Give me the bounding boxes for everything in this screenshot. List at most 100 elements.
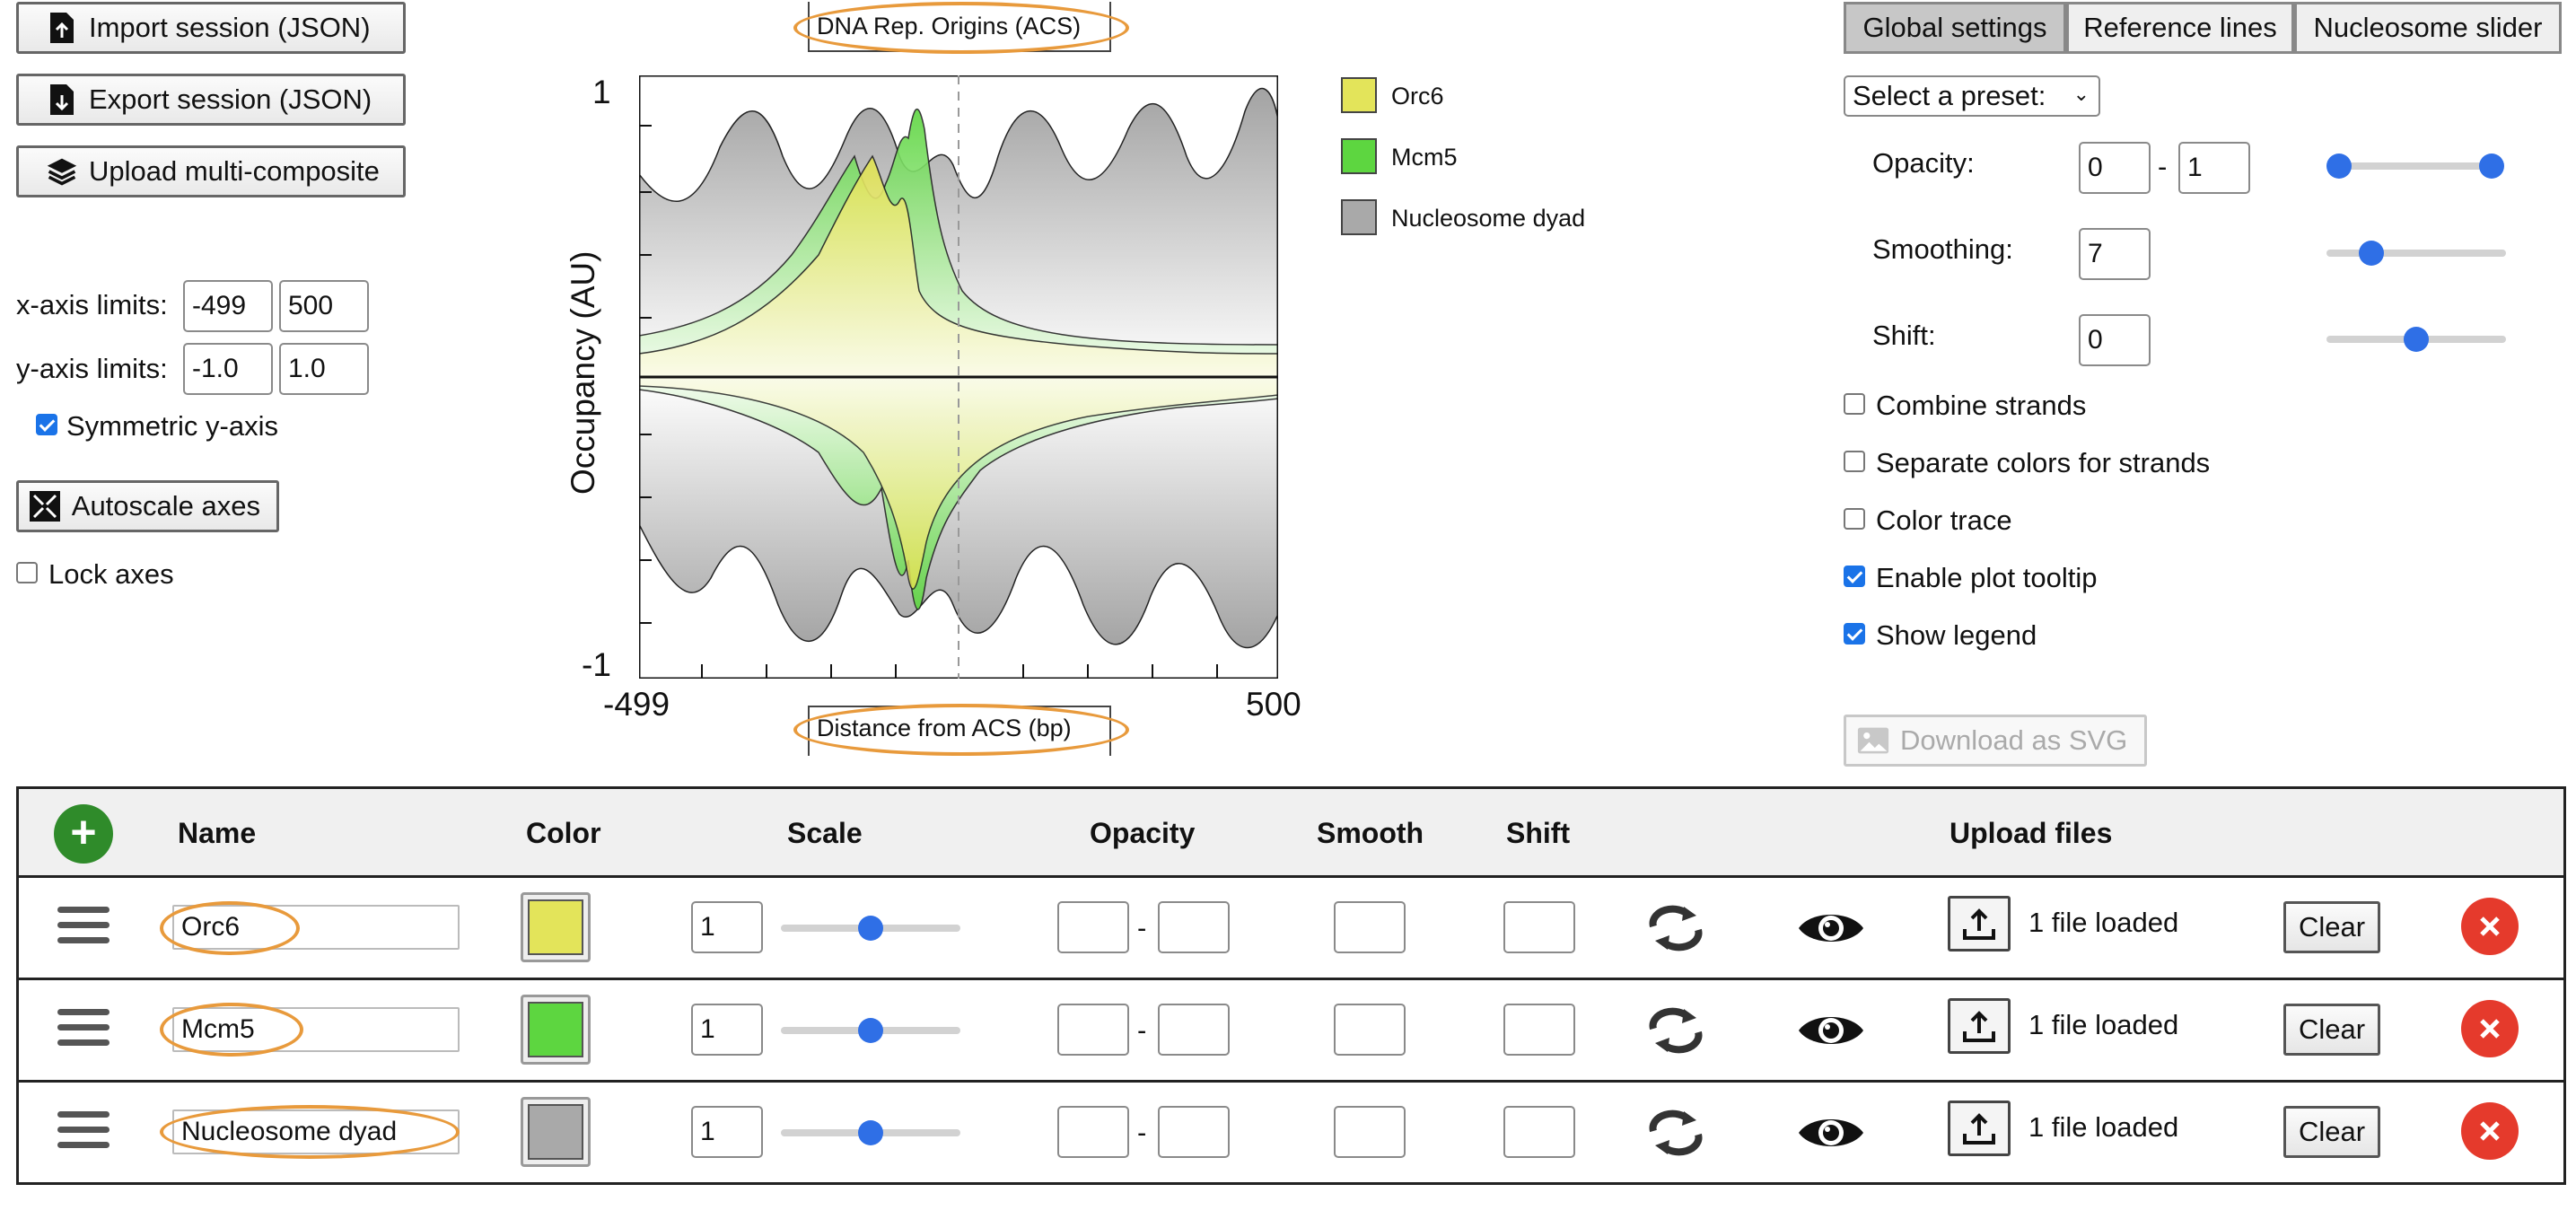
add-track-button[interactable]: + bbox=[54, 804, 113, 864]
opacity-label: Opacity: bbox=[1872, 147, 1975, 179]
y-axis-limits-label: y-axis limits: bbox=[16, 353, 168, 384]
tab-nucleosome-slider[interactable]: Nucleosome slider bbox=[2294, 2, 2562, 54]
opacity-min-input[interactable]: 0 bbox=[2079, 142, 2151, 194]
opacity-range-dash: - bbox=[1137, 912, 1147, 943]
upload-icon bbox=[1963, 908, 1995, 940]
y-min-input[interactable]: -1.0 bbox=[183, 343, 273, 395]
opacity-range-slider[interactable] bbox=[2326, 153, 2504, 179]
x-tick-right: 500 bbox=[1246, 686, 1301, 723]
drag-handle-icon[interactable] bbox=[57, 1111, 110, 1157]
header-shift: Shift bbox=[1506, 817, 1571, 849]
mcm5-bottom-area bbox=[639, 376, 1278, 610]
symmetric-y-checkbox[interactable] bbox=[36, 414, 57, 435]
export-session-button[interactable]: Export session (JSON) bbox=[16, 74, 406, 126]
smoothing-thumb[interactable] bbox=[2359, 241, 2384, 266]
legend-label-orc6: Orc6 bbox=[1391, 83, 1444, 110]
header-opacity: Opacity bbox=[1090, 817, 1196, 849]
upload-file-button[interactable] bbox=[1948, 1101, 2011, 1156]
swap-strands-icon[interactable] bbox=[1646, 1007, 1705, 1058]
shift-input[interactable]: 0 bbox=[2079, 314, 2151, 366]
drag-handle-icon[interactable] bbox=[57, 1009, 110, 1055]
opacity-min-input[interactable] bbox=[1057, 1106, 1129, 1158]
clear-button[interactable]: Clear bbox=[2283, 1004, 2380, 1056]
visibility-eye-icon[interactable] bbox=[1797, 1009, 1865, 1057]
scale-slider[interactable] bbox=[781, 1018, 960, 1043]
color-picker-button[interactable] bbox=[521, 995, 591, 1065]
upload-multi-composite-button[interactable]: Upload multi-composite bbox=[16, 145, 406, 197]
plot-tooltip-checkbox[interactable] bbox=[1844, 566, 1865, 587]
preset-select[interactable]: Select a preset: ⌄ bbox=[1844, 75, 2100, 117]
opacity-max-input[interactable] bbox=[1158, 1004, 1230, 1056]
opacity-max-input[interactable]: 1 bbox=[2178, 142, 2250, 194]
smoothing-slider[interactable] bbox=[2326, 241, 2506, 266]
upload-multi-composite-label: Upload multi-composite bbox=[89, 155, 380, 187]
scale-thumb[interactable] bbox=[858, 1120, 883, 1145]
shift-input[interactable] bbox=[1503, 1106, 1575, 1158]
swap-strands-icon[interactable] bbox=[1646, 905, 1705, 956]
scale-input[interactable]: 1 bbox=[691, 1004, 763, 1056]
shift-thumb[interactable] bbox=[2404, 327, 2429, 352]
tab-reference-lines[interactable]: Reference lines bbox=[2066, 2, 2294, 54]
xlabel-highlight bbox=[793, 704, 1129, 756]
color-picker-button[interactable] bbox=[521, 892, 591, 962]
tab-global-settings[interactable]: Global settings bbox=[1844, 2, 2066, 54]
scale-input[interactable]: 1 bbox=[691, 1106, 763, 1158]
layers-icon bbox=[46, 153, 78, 189]
opacity-high-thumb[interactable] bbox=[2479, 153, 2504, 179]
plot-tooltip-label: Enable plot tooltip bbox=[1876, 562, 2098, 593]
autoscale-axes-label: Autoscale axes bbox=[71, 490, 260, 522]
delete-track-button[interactable] bbox=[2461, 898, 2519, 955]
shift-input[interactable] bbox=[1503, 1004, 1575, 1056]
smooth-input[interactable] bbox=[1334, 901, 1406, 953]
file-upload-icon bbox=[46, 10, 78, 46]
show-legend-checkbox[interactable] bbox=[1844, 623, 1865, 645]
close-icon bbox=[2480, 916, 2500, 936]
header-color: Color bbox=[526, 817, 601, 849]
autoscale-axes-button[interactable]: Autoscale axes bbox=[16, 480, 279, 532]
separate-colors-checkbox[interactable] bbox=[1844, 451, 1865, 472]
visibility-eye-icon[interactable] bbox=[1797, 1111, 1865, 1159]
scale-slider[interactable] bbox=[781, 916, 960, 941]
name-highlight bbox=[160, 1003, 303, 1057]
opacity-min-input[interactable] bbox=[1057, 1004, 1129, 1056]
color-trace-checkbox[interactable] bbox=[1844, 508, 1865, 530]
opacity-max-input[interactable] bbox=[1158, 901, 1230, 953]
scale-input[interactable]: 1 bbox=[691, 901, 763, 953]
opacity-max-input[interactable] bbox=[1158, 1106, 1230, 1158]
occupancy-plot[interactable] bbox=[639, 75, 1278, 679]
clear-button[interactable]: Clear bbox=[2283, 901, 2380, 953]
image-icon bbox=[1857, 723, 1889, 759]
upload-file-button[interactable] bbox=[1948, 896, 2011, 952]
smoothing-input[interactable]: 7 bbox=[2079, 228, 2151, 280]
shift-input[interactable] bbox=[1503, 901, 1575, 953]
clear-button[interactable]: Clear bbox=[2283, 1106, 2380, 1158]
download-svg-button[interactable]: Download as SVG bbox=[1844, 715, 2147, 767]
x-min-input[interactable]: -499 bbox=[183, 280, 273, 332]
opacity-min-input[interactable] bbox=[1057, 901, 1129, 953]
delete-track-button[interactable] bbox=[2461, 1102, 2519, 1160]
legend-swatch-nucleosome-dyad bbox=[1341, 199, 1377, 235]
smooth-input[interactable] bbox=[1334, 1106, 1406, 1158]
delete-track-button[interactable] bbox=[2461, 1000, 2519, 1057]
lock-axes-checkbox[interactable] bbox=[16, 562, 38, 583]
visibility-eye-icon[interactable] bbox=[1797, 907, 1865, 954]
import-session-button[interactable]: Import session (JSON) bbox=[16, 2, 406, 54]
color-picker-button[interactable] bbox=[521, 1097, 591, 1167]
y-max-input[interactable]: 1.0 bbox=[279, 343, 369, 395]
scale-thumb[interactable] bbox=[858, 916, 883, 941]
scale-thumb[interactable] bbox=[858, 1018, 883, 1043]
swap-strands-icon[interactable] bbox=[1646, 1109, 1705, 1161]
file-status: 1 file loaded bbox=[2028, 1009, 2179, 1040]
file-download-icon bbox=[46, 82, 78, 118]
smooth-input[interactable] bbox=[1334, 1004, 1406, 1056]
combine-strands-checkbox[interactable] bbox=[1844, 393, 1865, 415]
color-swatch bbox=[528, 1002, 583, 1057]
drag-handle-icon[interactable] bbox=[57, 907, 110, 952]
shift-slider[interactable] bbox=[2326, 327, 2506, 352]
table-header-bg bbox=[19, 789, 2563, 875]
upload-file-button[interactable] bbox=[1948, 998, 2011, 1054]
header-upload-files: Upload files bbox=[1950, 817, 2113, 849]
scale-slider[interactable] bbox=[781, 1120, 960, 1145]
opacity-low-thumb[interactable] bbox=[2326, 153, 2352, 179]
x-max-input[interactable]: 500 bbox=[279, 280, 369, 332]
